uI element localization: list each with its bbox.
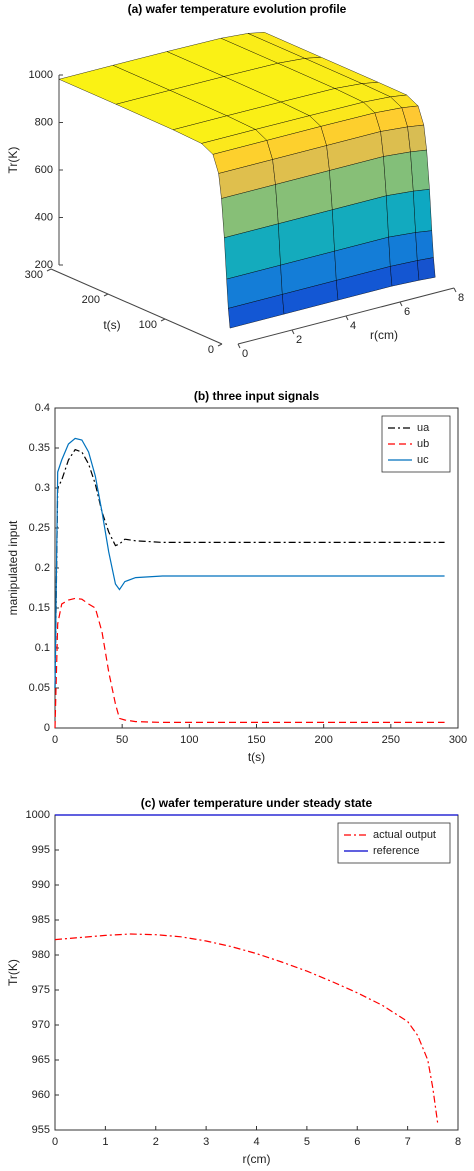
chart-title: (b) three input signals <box>194 389 320 403</box>
t-tick <box>46 268 52 272</box>
x-tick-label: 0 <box>52 734 58 746</box>
y-tick-label: 985 <box>32 914 50 926</box>
x-tick-label: 50 <box>116 734 128 746</box>
chart-title: (c) wafer temperature under steady state <box>141 796 373 810</box>
t-tick <box>103 293 109 297</box>
z-tick-label: 200 <box>35 259 53 271</box>
t-tick <box>160 318 166 322</box>
r-tick <box>237 343 241 349</box>
y-tick-label: 0.05 <box>29 682 50 694</box>
r-axis-label: r(cm) <box>370 328 398 342</box>
y-tick-label: 990 <box>32 879 50 891</box>
y-tick-label: 0.2 <box>35 562 50 574</box>
x-tick-label: 3 <box>203 1136 209 1148</box>
data-line <box>54 597 445 729</box>
t-tick-label: 200 <box>82 294 100 306</box>
legend-label: ub <box>417 438 429 450</box>
surface-patch <box>380 126 411 157</box>
y-tick-label: 0.35 <box>29 442 50 454</box>
x-tick-label: 8 <box>455 1136 461 1148</box>
t-tick-label: 0 <box>208 344 214 356</box>
r-tick <box>345 315 349 321</box>
y-tick-label: 980 <box>32 949 50 961</box>
data-line <box>54 448 445 689</box>
z-tick-label: 1000 <box>29 69 53 81</box>
y-tick-label: 975 <box>32 984 50 996</box>
y-tick-label: 0.4 <box>35 402 50 414</box>
r-tick-label: 2 <box>296 334 302 346</box>
legend-label: uc <box>417 454 429 466</box>
x-tick-label: 250 <box>382 734 400 746</box>
z-tick-label: 600 <box>35 164 53 176</box>
y-axis-label: manipulated input <box>6 520 20 615</box>
t-axis-label: t(s) <box>103 318 120 332</box>
surface-patch <box>407 124 427 153</box>
surface-patch <box>383 151 414 196</box>
r-tick <box>453 287 457 293</box>
r-tick-label: 0 <box>242 348 248 360</box>
r-tick <box>291 329 295 335</box>
legend-label: actual output <box>373 829 436 841</box>
t-tick <box>217 343 223 347</box>
legend-label: ua <box>417 422 430 434</box>
surface-patch <box>415 230 434 261</box>
x-axis-label: t(s) <box>248 750 265 764</box>
y-tick-label: 965 <box>32 1054 50 1066</box>
y-tick-label: 0 <box>44 722 50 734</box>
x-tick-label: 150 <box>247 734 265 746</box>
y-tick-label: 0.1 <box>35 642 50 654</box>
z-tick-label: 800 <box>35 116 53 128</box>
y-tick-label: 960 <box>32 1089 50 1101</box>
legend-label: reference <box>373 845 419 857</box>
t-tick-label: 100 <box>139 319 157 331</box>
y-axis-label: Tr(K) <box>6 959 20 986</box>
surface-patch <box>413 189 432 233</box>
y-tick-label: 955 <box>32 1124 50 1136</box>
data-line <box>54 933 439 1125</box>
z-axis-label: Tr(K) <box>6 147 20 174</box>
data-line <box>54 437 445 689</box>
x-tick-label: 300 <box>449 734 467 746</box>
chart-title: (a) wafer temperature evolution profile <box>128 2 347 16</box>
legend-box <box>337 822 451 864</box>
x-tick-label: 2 <box>153 1136 159 1148</box>
x-tick-label: 7 <box>405 1136 411 1148</box>
surface-patch <box>410 149 430 192</box>
x-tick-label: 0 <box>52 1136 58 1148</box>
x-tick-label: 4 <box>253 1136 259 1148</box>
y-tick-label: 0.25 <box>29 522 50 534</box>
y-tick-label: 970 <box>32 1019 50 1031</box>
y-tick-label: 0.15 <box>29 602 50 614</box>
x-tick-label: 6 <box>354 1136 360 1148</box>
z-tick-label: 400 <box>35 211 53 223</box>
t-axis <box>50 268 223 345</box>
y-tick-label: 1000 <box>26 809 50 821</box>
x-axis-label: r(cm) <box>243 1152 271 1166</box>
x-tick-label: 5 <box>304 1136 310 1148</box>
r-tick <box>399 301 403 307</box>
r-tick-label: 4 <box>350 320 356 332</box>
surface-patch <box>417 257 436 281</box>
y-tick-label: 0.3 <box>35 482 50 494</box>
y-tick-label: 995 <box>32 844 50 856</box>
surface-patch <box>386 190 416 238</box>
r-tick-label: 8 <box>458 292 464 304</box>
x-tick-label: 200 <box>314 734 332 746</box>
x-tick-label: 100 <box>180 734 198 746</box>
t-tick-label: 300 <box>25 269 43 281</box>
r-tick-label: 6 <box>404 306 410 318</box>
x-tick-label: 1 <box>102 1136 108 1148</box>
